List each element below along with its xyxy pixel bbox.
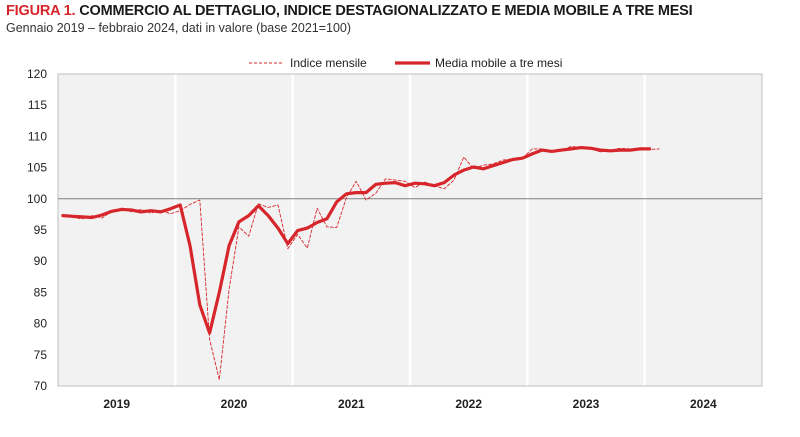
- y-tick-label: 120: [27, 67, 47, 81]
- x-tick-label: 2024: [690, 397, 717, 411]
- x-tick-label: 2020: [221, 397, 248, 411]
- y-tick-label: 85: [34, 285, 48, 299]
- legend: Indice mensile Media mobile a tre mesi: [249, 56, 562, 70]
- plot-frame: [57, 73, 763, 387]
- x-tick-label: 2019: [103, 397, 130, 411]
- frame-border: [57, 73, 763, 387]
- y-tick-label: 100: [27, 192, 47, 206]
- y-tick-label: 115: [28, 98, 47, 112]
- x-tick-label: 2021: [338, 397, 365, 411]
- chart-title-text: COMMERCIO AL DETTAGLIO, INDICE DESTAGION…: [79, 3, 693, 19]
- y-tick-label: 110: [28, 129, 47, 143]
- legend-label-monthly-index: Indice mensile: [290, 56, 367, 70]
- y-tick-label: 75: [34, 348, 48, 362]
- year-separators: [174, 74, 646, 386]
- figure-label: FIGURA 1.: [6, 3, 76, 19]
- y-tick-label: 90: [34, 254, 48, 268]
- y-tick-label: 105: [27, 161, 47, 175]
- x-axis-labels: 2019 2020 2021 2022 2023 2024: [103, 397, 717, 411]
- x-tick-label: 2022: [455, 397, 482, 411]
- series-layer: [61, 145, 660, 381]
- y-tick-label: 80: [34, 317, 48, 331]
- chart-title: FIGURA 1. COMMERCIO AL DETTAGLIO, INDICE…: [6, 3, 693, 19]
- chart-subtitle: Gennaio 2019 – febbraio 2024, dati in va…: [6, 21, 352, 35]
- y-tick-label: 70: [34, 379, 48, 393]
- legend-label-moving-average: Media mobile a tre mesi: [435, 56, 562, 70]
- y-tick-label: 95: [34, 223, 48, 237]
- y-axis-ticks: 70 75 80 85 90 95 100 105 110 115 120: [27, 67, 47, 393]
- x-tick-label: 2023: [573, 397, 600, 411]
- series-line-moving-average: [61, 146, 652, 335]
